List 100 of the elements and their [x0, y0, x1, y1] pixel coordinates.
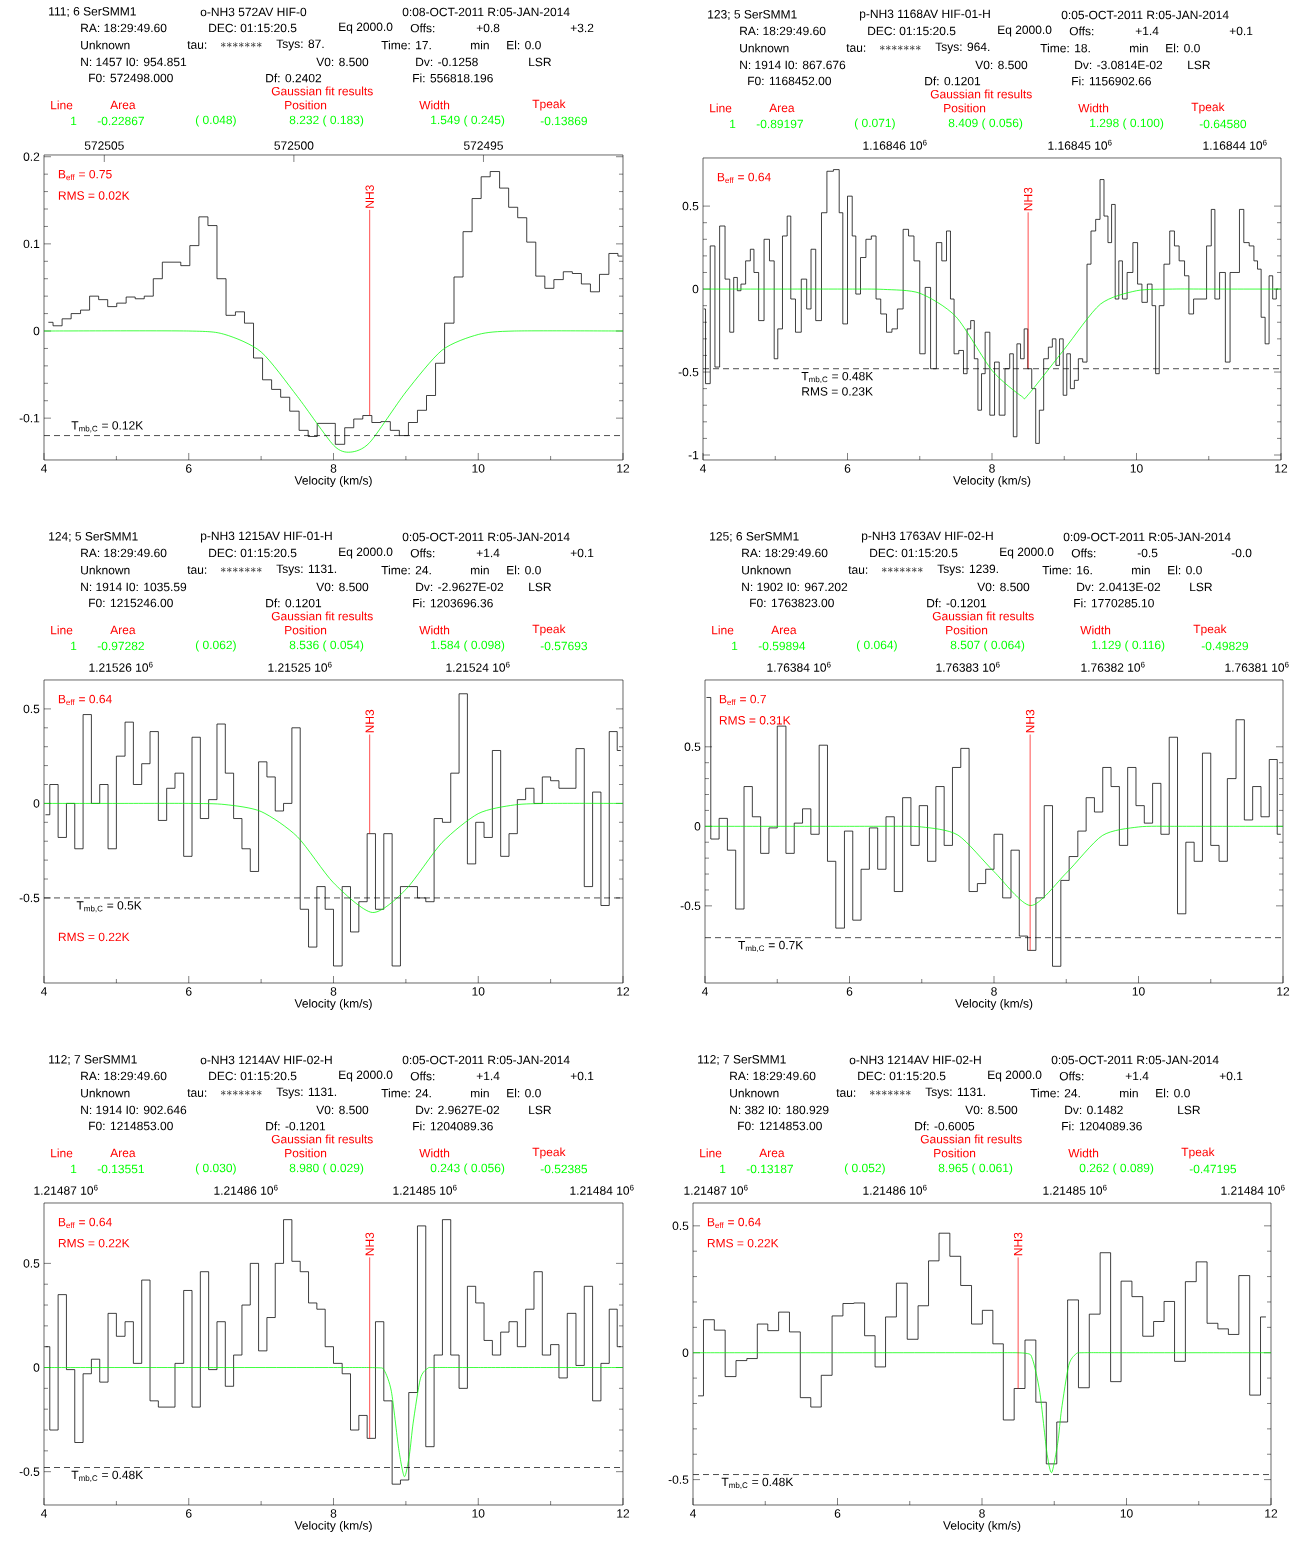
text: N: 1914 I0: 1035.59	[81, 582, 187, 592]
x-tick-label: 10	[1120, 1509, 1133, 1518]
text: El: 0.0	[507, 565, 541, 575]
x-axis-title: Velocity (km/s)	[294, 475, 372, 488]
text: +0.1	[570, 1071, 594, 1081]
text: ( 0.062)	[195, 640, 236, 652]
text: Position	[285, 100, 327, 110]
text: 0:05-OCT-2011 R:05-JAN-2014	[402, 1055, 570, 1065]
text: o-NH3 1214AV HIF-02-H	[849, 1055, 981, 1065]
x-tick-label: 4	[40, 1509, 47, 1518]
text: +0.1	[570, 548, 594, 558]
text: 8.507 ( 0.064)	[950, 640, 1025, 652]
text: F0: 572498.000	[89, 73, 173, 83]
text: RA: 18:29:49.60	[740, 26, 826, 36]
y-tick-label: -1	[688, 450, 699, 460]
text: Eq 2000.0	[339, 547, 393, 559]
text: Width	[419, 625, 450, 635]
text: El: 0.0	[1156, 1088, 1190, 1098]
text: Eq 2000.0	[998, 25, 1052, 37]
text: p-NH3 1215AV HIF-01-H	[200, 531, 332, 543]
text: Area	[769, 103, 795, 113]
text: 1.584 ( 0.098)	[431, 640, 505, 652]
text: Df: 0.1201	[925, 76, 981, 86]
x-tick-label: 10	[472, 1509, 485, 1518]
text: +3.2	[570, 23, 594, 33]
text: Tsys: 964.	[935, 42, 990, 54]
x2-tick-label: 572505	[84, 141, 124, 150]
text: 8.980 ( 0.029)	[289, 1163, 364, 1175]
text: Df: -0.6005	[915, 1121, 975, 1131]
text: tau:	[836, 1089, 856, 1097]
x-tick-label: 8	[330, 1509, 337, 1518]
text: Line	[51, 1148, 73, 1158]
text: Position	[934, 1148, 976, 1158]
text: Df: -0.1201	[927, 598, 987, 608]
text: Df: -0.1201	[266, 1121, 326, 1131]
text: V0: 8.500	[977, 582, 1030, 592]
text: -0.89197	[756, 119, 803, 129]
text: LSR	[1178, 1105, 1200, 1115]
text: El: 0.0	[507, 1088, 541, 1098]
text: LSR	[529, 582, 551, 592]
text: +1.4	[1135, 26, 1159, 36]
y-tick-label: 0.5	[23, 1259, 40, 1268]
text: V0: 8.500	[975, 60, 1028, 70]
text: 1.21486 10$^{6}$	[214, 1184, 278, 1195]
text: tau:	[848, 566, 868, 574]
x-tick-label: 6	[834, 1509, 841, 1518]
text: Offs:	[410, 23, 435, 33]
text: 1.21485 10$^{6}$	[1043, 1184, 1107, 1195]
x-tick-label: 8	[989, 464, 995, 473]
x-tick-label: 6	[846, 987, 853, 996]
text: -0.13187	[746, 1164, 793, 1174]
text: 1.21524 10$^{6}$	[446, 661, 510, 672]
text: V0: 8.500	[316, 1105, 369, 1115]
text: Unknown	[81, 1088, 130, 1098]
annotation: B$_{eff}$ = 0.75	[58, 169, 112, 181]
text: Area	[110, 100, 136, 110]
text: 125; 6 SerSMM1	[710, 532, 799, 542]
text: Eq 2000.0	[339, 22, 393, 34]
y-tick-label: 0.5	[684, 742, 701, 752]
text: 1.16845 10$^{6}$	[1048, 139, 1112, 150]
text: Eq 2000.0	[1000, 547, 1054, 559]
text: tau:	[846, 44, 866, 52]
text: min	[471, 40, 489, 50]
text: p-NH3 1763AV HIF-02-H	[861, 531, 993, 543]
text: 0:05-OCT-2011 R:05-JAN-2014	[1051, 1055, 1219, 1065]
text: +0.1	[1219, 1071, 1243, 1081]
x-tick-label: 10	[1132, 987, 1145, 996]
text: Position	[946, 625, 988, 635]
text: N: 1914 I0: 867.676	[740, 60, 846, 70]
annotation: T$_{mb,C}$ = 0.48K	[801, 371, 874, 384]
x-tick-label: 10	[472, 464, 485, 473]
text: -0.59894	[758, 641, 806, 651]
text: Time: 17.	[381, 40, 431, 50]
text: -0.52385	[540, 1164, 588, 1174]
text: RA: 18:29:49.60	[81, 548, 167, 558]
text: F0: 1214853.00	[89, 1121, 173, 1131]
text: Line	[712, 625, 734, 635]
text: Unknown	[740, 43, 789, 53]
text: +0.8	[476, 23, 500, 33]
text: o-NH3 572AV HIF-0	[200, 7, 307, 17]
text: RA: 18:29:49.60	[730, 1071, 816, 1081]
text: tau:	[187, 1089, 207, 1097]
annotation: RMS = 0.23K	[802, 387, 873, 396]
text: Gaussian fit results	[271, 611, 373, 621]
text: min	[1130, 43, 1148, 53]
text: Tsys: 87.	[276, 39, 324, 51]
text: 1.21525 10$^{6}$	[268, 661, 332, 672]
text: F0: 1214853.00	[738, 1121, 822, 1131]
text: 0:05-OCT-2011 R:05-JAN-2014	[1061, 10, 1229, 20]
text: Offs:	[1059, 1071, 1084, 1081]
text: LSR	[529, 57, 551, 67]
text: $*******$	[220, 567, 262, 573]
text: Fi: 1204089.36	[413, 1121, 493, 1131]
text: Area	[771, 625, 797, 635]
x-tick-label: 12	[1277, 987, 1290, 996]
text: Time: 24.	[381, 565, 431, 575]
y-tick-label: -0.5	[668, 1475, 689, 1484]
y-tick-label: 0.1	[23, 239, 40, 249]
x-tick-label: 12	[617, 464, 630, 473]
text: Offs:	[410, 548, 435, 558]
